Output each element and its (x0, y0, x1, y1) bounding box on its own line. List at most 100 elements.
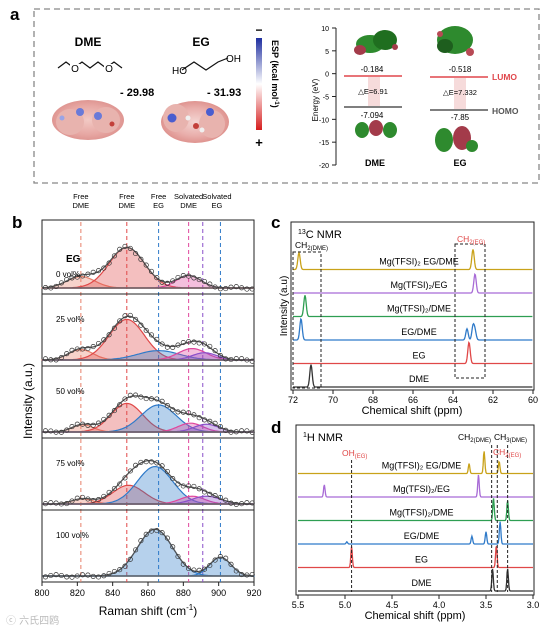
raman-data-point (133, 462, 139, 468)
nmr-spectrum-line (293, 364, 533, 388)
raman-data-point (244, 500, 250, 506)
raman-data-point (170, 476, 176, 482)
dme-gap-bar (368, 77, 380, 106)
esp-axis-label: ESP (kcal mol-1) (270, 40, 280, 108)
raman-data-point (48, 285, 54, 291)
c13-spectra: Mg(TFSI)₂ EG/DME Mg(TFSI)₂/EG Mg(TFSI)₂/DM… (293, 249, 533, 388)
raman-data-point (53, 357, 59, 363)
nmr-series-label: DME (412, 578, 432, 588)
raman-data-point (228, 561, 234, 567)
raman-data-point (85, 345, 91, 352)
raman-data-point (80, 346, 86, 352)
raman-data-point (80, 273, 86, 279)
raman-data-point (85, 496, 91, 502)
raman-subplots: 0 vol% 25 vol% 50 vol% 75 vol% 100 vol% (41, 243, 255, 580)
panel-c-label: c (271, 213, 280, 232)
nmr-series-label: EG/DME (401, 327, 437, 337)
raman-data-point (159, 398, 165, 404)
raman-data-point (154, 528, 160, 534)
raman-series-label: 25 vol% (56, 315, 84, 324)
panel-a-label: a (10, 5, 20, 24)
raman-data-point (201, 278, 208, 285)
energy-tick-label: -20 (319, 163, 329, 170)
raman-data-point (154, 396, 160, 402)
panel-a: a DME O O EG HO OH - 29.98 - 31.93 (10, 5, 540, 184)
raman-data-point (186, 410, 192, 416)
c13-x-tick-label: 68 (368, 395, 378, 405)
raman-data-point (164, 280, 170, 286)
eg-homo-orbital (435, 126, 478, 152)
energy-tick-label: -5 (323, 95, 329, 102)
h1-x-tick-label: 3.0 (527, 600, 540, 610)
raman-data-point (143, 396, 149, 402)
raman-data-point (85, 271, 91, 277)
eg-gap-bar (454, 78, 466, 109)
raman-column-label: EG (153, 201, 164, 210)
raman-data-point (90, 573, 96, 579)
raman-data-point (201, 417, 208, 423)
energy-tick-label: 10 (321, 26, 329, 33)
watermark: ⓒ 六氏四鸥 (6, 616, 60, 627)
h1-guide-lines (351, 445, 509, 592)
nmr-spectrum-line (293, 317, 533, 341)
c13-x-ticks: 72 70 68 66 64 62 60 (288, 390, 538, 405)
raman-data-point (111, 325, 117, 331)
raman-data-point (207, 562, 213, 569)
raman-x-tick-label: 820 (70, 588, 85, 598)
raman-data-point (69, 574, 75, 580)
ch2-dme-label: CH2(DME) (295, 240, 328, 252)
raman-data-point (239, 572, 245, 578)
raman-data-point (117, 246, 123, 252)
raman-data-point (249, 429, 255, 435)
raman-data-point (69, 275, 75, 281)
raman-data-point (122, 396, 128, 402)
raman-data-point (111, 408, 117, 414)
raman-data-point (42, 428, 49, 434)
nmr-series-label: EG/DME (404, 531, 440, 541)
raman-data-point (196, 277, 202, 283)
raman-data-point (138, 459, 144, 465)
raman-data-point (170, 344, 176, 350)
c13-x-tick-label: 70 (328, 395, 338, 405)
nmr-series-label: Mg(TFSI)₂/DME (390, 508, 454, 518)
raman-x-label: Raman shift (cm-1) (99, 603, 197, 618)
raman-data-point (74, 495, 80, 501)
raman-data-point (111, 485, 117, 492)
homo-label: HOMO (492, 106, 519, 116)
raman-column-label: Free (119, 192, 134, 201)
raman-data-point (180, 409, 186, 415)
raman-data-point (74, 573, 80, 579)
raman-data-point (207, 418, 213, 424)
raman-data-point (138, 538, 144, 544)
raman-data-point (101, 265, 107, 271)
raman-data-point (106, 260, 112, 266)
raman-data-point (196, 340, 202, 346)
raman-data-point (69, 347, 75, 353)
raman-data-point (69, 498, 75, 504)
raman-data-point (69, 424, 75, 430)
raman-data-point (244, 357, 250, 363)
raman-data-point (239, 501, 245, 507)
nmr-series-label: Mg(TFSI)₂ EG/DME (382, 461, 462, 471)
panel-d-label: d (271, 418, 281, 437)
raman-data-point (101, 573, 107, 579)
raman-data-point (180, 483, 186, 489)
raman-data-point (239, 356, 245, 362)
raman-data-point (64, 574, 70, 580)
raman-data-point (239, 428, 245, 434)
raman-data-point (244, 286, 250, 292)
panel-b-label: b (12, 213, 22, 232)
dme-structure (57, 61, 123, 73)
raman-data-point (48, 357, 54, 363)
eg-lumo-orbital (437, 26, 474, 56)
raman-data-point (175, 409, 181, 415)
energy-tick-label: 5 (325, 49, 329, 56)
raman-data-point (95, 268, 102, 274)
raman-data-point (80, 421, 86, 427)
raman-data-point (143, 327, 149, 334)
raman-data-point (217, 494, 223, 500)
h1-spectra: Mg(TFSI)₂ EG/DME Mg(TFSI)₂/EG Mg(TFSI)₂/DM… (298, 451, 533, 592)
raman-x-tick-label: 840 (105, 588, 120, 598)
raman-data-point (48, 500, 54, 506)
